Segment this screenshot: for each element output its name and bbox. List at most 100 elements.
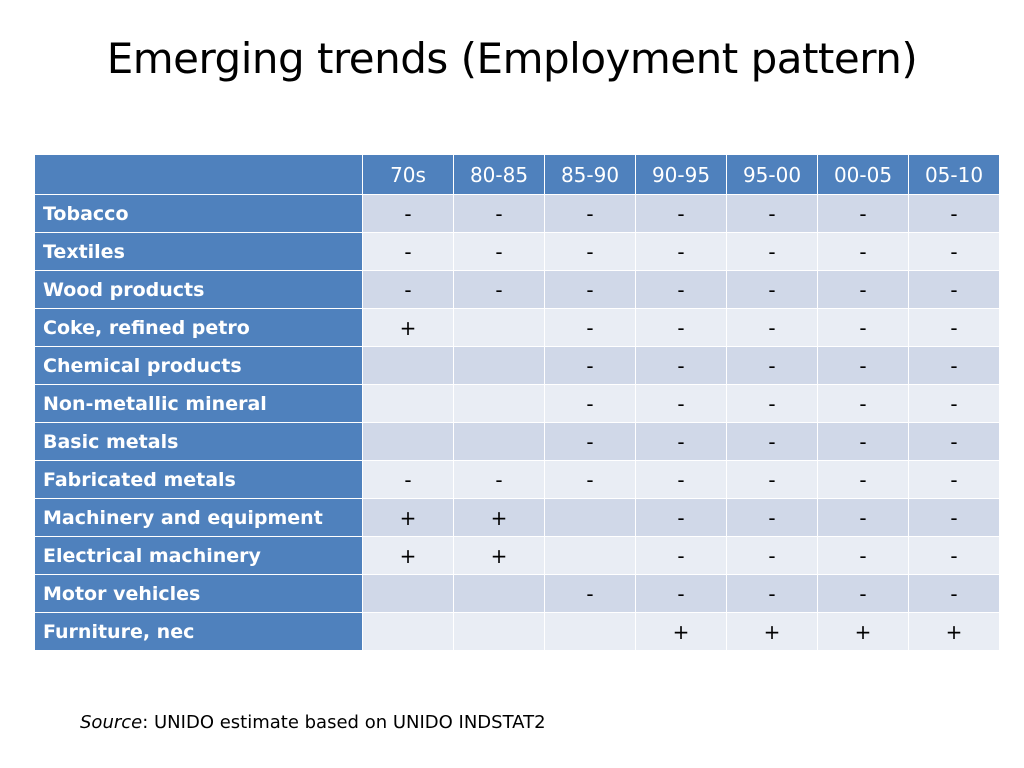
table-header-row: 70s 80-85 85-90 90-95 95-00 00-05 05-10	[34, 154, 1000, 195]
trend-cell: -	[817, 232, 909, 271]
trend-cell	[453, 308, 545, 347]
trend-cell	[362, 422, 454, 461]
trend-cell: -	[635, 498, 727, 537]
trend-cell: +	[635, 612, 727, 651]
table-corner-cell	[34, 154, 363, 195]
trend-cell: -	[726, 460, 818, 499]
trend-cell: -	[726, 498, 818, 537]
column-header: 85-90	[544, 154, 636, 195]
table-row: Furniture, nec + + + +	[34, 612, 1000, 651]
column-header: 80-85	[453, 154, 545, 195]
trend-cell: -	[635, 536, 727, 575]
trend-cell	[544, 612, 636, 651]
row-label: Furniture, nec	[34, 612, 363, 651]
trend-cell: -	[908, 194, 1000, 233]
trend-cell	[362, 384, 454, 423]
trend-cell	[453, 346, 545, 385]
row-label: Motor vehicles	[34, 574, 363, 613]
trend-cell: -	[635, 422, 727, 461]
trend-cell: +	[726, 612, 818, 651]
row-label: Coke, refined petro	[34, 308, 363, 347]
table-row: Non-metallic mineral - - - - -	[34, 384, 1000, 423]
table-row: Machinery and equipment + + - - - -	[34, 498, 1000, 537]
trend-cell: -	[908, 308, 1000, 347]
trend-cell: -	[726, 194, 818, 233]
trend-cell: -	[908, 460, 1000, 499]
trend-cell: +	[453, 536, 545, 575]
trend-cell	[453, 384, 545, 423]
trend-cell: -	[726, 574, 818, 613]
slide-title: Emerging trends (Employment pattern)	[106, 34, 918, 83]
trend-cell: -	[817, 308, 909, 347]
trend-cell	[453, 612, 545, 651]
trend-cell: -	[817, 460, 909, 499]
row-label: Chemical products	[34, 346, 363, 385]
column-header: 00-05	[817, 154, 909, 195]
trend-cell: +	[362, 308, 454, 347]
trend-cell: -	[544, 194, 636, 233]
trend-cell: -	[635, 346, 727, 385]
trend-cell: +	[817, 612, 909, 651]
trend-cell: -	[453, 460, 545, 499]
trend-cell: -	[817, 422, 909, 461]
column-header: 90-95	[635, 154, 727, 195]
trend-cell: -	[362, 194, 454, 233]
table-row: Textiles - - - - - - -	[34, 232, 1000, 271]
trend-cell: +	[362, 498, 454, 537]
trend-cell: -	[908, 574, 1000, 613]
row-label: Non-metallic mineral	[34, 384, 363, 423]
trend-cell: -	[544, 384, 636, 423]
trend-cell	[362, 574, 454, 613]
table-row: Tobacco - - - - - - -	[34, 194, 1000, 233]
trend-cell: -	[362, 232, 454, 271]
trend-cell: -	[362, 270, 454, 309]
trend-cell	[544, 498, 636, 537]
row-label: Textiles	[34, 232, 363, 271]
table-row: Electrical machinery + + - - - -	[34, 536, 1000, 575]
column-header: 05-10	[908, 154, 1000, 195]
trend-cell: -	[635, 460, 727, 499]
trend-cell: +	[908, 612, 1000, 651]
trend-cell: -	[817, 536, 909, 575]
trend-cell	[362, 346, 454, 385]
table-row: Motor vehicles - - - - -	[34, 574, 1000, 613]
trend-cell: -	[908, 536, 1000, 575]
trend-cell: -	[908, 384, 1000, 423]
trend-cell: -	[817, 384, 909, 423]
trend-cell: -	[453, 270, 545, 309]
table-row: Chemical products - - - - -	[34, 346, 1000, 385]
trend-cell: -	[544, 232, 636, 271]
row-label: Wood products	[34, 270, 363, 309]
trend-cell	[544, 536, 636, 575]
row-label: Machinery and equipment	[34, 498, 363, 537]
source-note: Source: UNIDO estimate based on UNIDO IN…	[80, 712, 546, 733]
trend-cell: +	[362, 536, 454, 575]
trend-cell: -	[726, 384, 818, 423]
trend-cell: -	[362, 460, 454, 499]
trend-cell: -	[726, 308, 818, 347]
trend-cell: -	[726, 346, 818, 385]
trend-cell	[453, 422, 545, 461]
trend-cell: -	[726, 270, 818, 309]
table-row: Basic metals - - - - -	[34, 422, 1000, 461]
trend-cell: -	[908, 270, 1000, 309]
trend-cell	[453, 574, 545, 613]
source-text: : UNIDO estimate based on UNIDO INDSTAT2	[142, 712, 546, 733]
trend-cell	[362, 612, 454, 651]
trend-cell: -	[453, 232, 545, 271]
row-label: Tobacco	[34, 194, 363, 233]
employment-trend-table: 70s 80-85 85-90 90-95 95-00 00-05 05-10 …	[34, 154, 1000, 651]
trend-cell: -	[544, 346, 636, 385]
trend-cell: -	[908, 498, 1000, 537]
trend-cell: -	[635, 194, 727, 233]
trend-cell: -	[817, 574, 909, 613]
trend-cell: +	[453, 498, 545, 537]
trend-cell: -	[726, 232, 818, 271]
column-header: 70s	[362, 154, 454, 195]
trend-cell: -	[544, 574, 636, 613]
trend-cell: -	[726, 536, 818, 575]
row-label: Fabricated metals	[34, 460, 363, 499]
column-header: 95-00	[726, 154, 818, 195]
table-row: Coke, refined petro + - - - - -	[34, 308, 1000, 347]
